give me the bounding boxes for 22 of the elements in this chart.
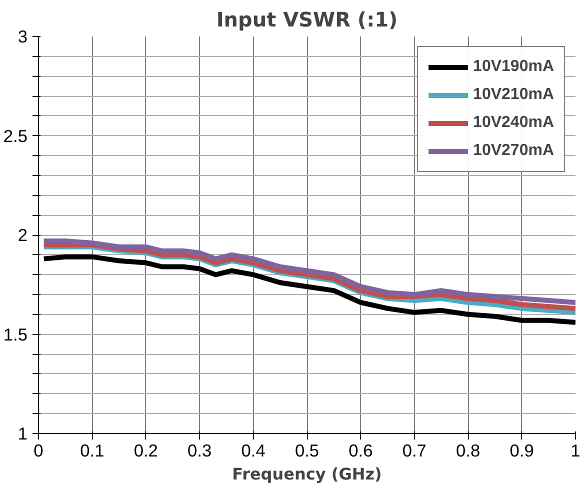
x-tick-label: 0.5 bbox=[294, 440, 320, 460]
x-tick-label: 0.4 bbox=[241, 440, 266, 460]
x-tick-label: 0.6 bbox=[348, 440, 373, 460]
x-tick-label: 0.2 bbox=[134, 440, 158, 460]
x-tick-label: 0.9 bbox=[510, 440, 534, 460]
y-tick-label: 1 bbox=[18, 424, 28, 444]
y-tick-label: 1.5 bbox=[3, 324, 28, 344]
legend-label: 10V210mA bbox=[473, 86, 554, 104]
x-axis-title: Frequency (GHz) bbox=[232, 464, 382, 484]
y-tick-label: 2 bbox=[18, 225, 28, 245]
legend-label: 10V190mA bbox=[473, 58, 554, 76]
x-tick-label: 0.1 bbox=[80, 440, 104, 460]
chart-title: Input VSWR (:1) bbox=[216, 8, 398, 32]
x-tick-label: 0 bbox=[34, 440, 44, 460]
x-tick-label: 1 bbox=[570, 440, 580, 460]
x-tick-label: 0.3 bbox=[188, 440, 212, 460]
legend-label: 10V240mA bbox=[473, 114, 554, 132]
legend-label: 10V270mA bbox=[473, 142, 554, 160]
x-tick-label: 0.7 bbox=[402, 440, 426, 460]
x-tick-label: 0.8 bbox=[456, 440, 480, 460]
y-tick-label: 2.5 bbox=[3, 126, 28, 146]
y-tick-label: 3 bbox=[18, 26, 28, 46]
